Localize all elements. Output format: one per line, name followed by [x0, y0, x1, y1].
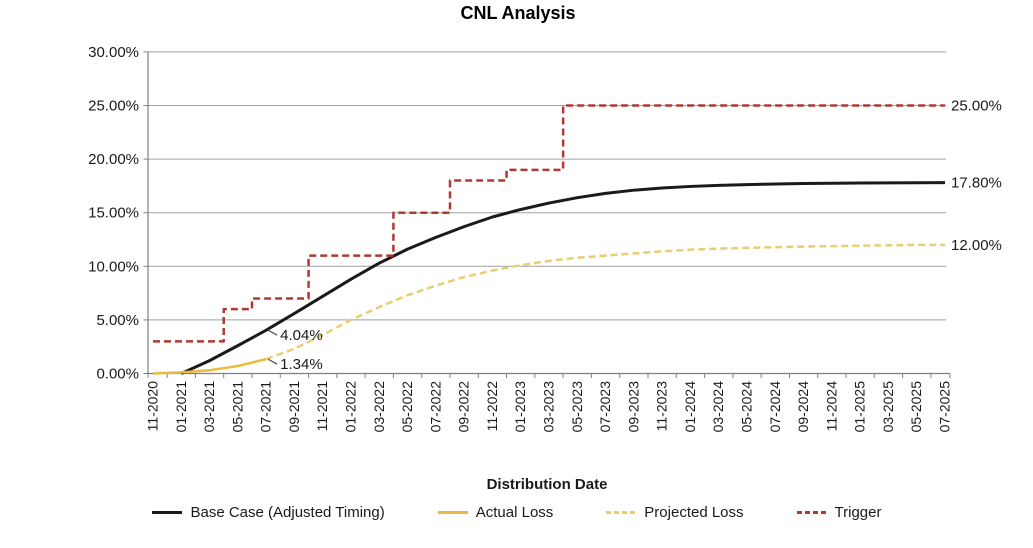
x-tick-label: 09-2023: [625, 381, 641, 433]
y-tick-label: 15.00%: [88, 205, 139, 222]
x-tick-label: 01-2022: [343, 381, 359, 433]
legend-swatch-projected-loss-line: [606, 511, 637, 514]
x-tick-label: 03-2025: [880, 381, 896, 433]
x-tick-label: 11-2024: [823, 381, 839, 432]
legend-swatch-trigger-line: [796, 511, 827, 514]
series-line-actual-loss: [152, 357, 267, 375]
value-label-trigger: 25.00%: [951, 98, 1002, 115]
chart-title: CNL Analysis: [460, 3, 576, 23]
legend-label-base-case: Base Case (Adjusted Timing): [190, 504, 385, 521]
x-tick-label: 11-2023: [654, 381, 670, 432]
x-axis-title: Distribution Date: [486, 476, 608, 493]
x-tick-label: 07-2021: [258, 381, 274, 433]
series-line-trigger: [153, 104, 945, 343]
x-tick-label: 05-2021: [229, 381, 245, 433]
x-tick-label: 09-2021: [286, 381, 302, 433]
x-tick-label: 01-2023: [512, 381, 528, 433]
y-tick-label: 25.00%: [88, 98, 139, 115]
y-tick-label: 10.00%: [88, 258, 139, 275]
x-tick-label: 11-2020: [145, 381, 161, 432]
x-tick-label: 07-2024: [767, 381, 783, 433]
y-tick-label: 5.00%: [96, 312, 139, 329]
x-tick-label: 07-2022: [427, 381, 443, 433]
x-tick-label: 05-2025: [908, 381, 924, 433]
legend-swatch-base-case-line: [152, 511, 183, 514]
x-tick-label: 03-2022: [371, 381, 387, 433]
x-tick-label: 11-2021: [314, 381, 330, 432]
series-line-projected-loss: [265, 243, 945, 361]
x-tick-label: 05-2023: [569, 381, 585, 433]
y-tick-label: 20.00%: [88, 151, 139, 168]
legend-item-actual-loss: Actual Loss: [437, 504, 554, 521]
callout-leader-base-case-adjusted-timing-: [267, 329, 278, 336]
legend-item-base-case: Base Case (Adjusted Timing): [151, 504, 385, 521]
x-tick-label: 05-2024: [739, 381, 755, 433]
x-tick-label: 05-2022: [399, 381, 415, 433]
legend-label-actual-loss: Actual Loss: [475, 504, 554, 521]
legend-label-trigger: Trigger: [834, 504, 882, 521]
legend-swatch-actual-loss-line: [437, 511, 468, 514]
x-tick-label: 03-2023: [541, 381, 557, 433]
legend-item-trigger: Trigger: [796, 504, 882, 521]
x-tick-label: 03-2024: [710, 381, 726, 433]
legend-item-projected-loss: Projected Loss: [605, 504, 744, 521]
value-label-projected-loss: 12.00%: [951, 237, 1002, 254]
x-tick-label: 01-2021: [173, 381, 189, 433]
callout-label-base-case-adjusted-timing-: 4.04%: [280, 327, 323, 344]
y-tick-label: 0.00%: [96, 366, 139, 383]
legend: Base Case (Adjusted Timing) Actual Loss …: [0, 504, 1033, 521]
x-tick-label: 09-2022: [456, 381, 472, 433]
y-tick-label: 30.00%: [88, 44, 139, 61]
series-line-base-case-adjusted-timing-: [180, 181, 946, 375]
x-tick-label: 07-2025: [937, 381, 953, 433]
x-tick-label: 11-2022: [484, 381, 500, 432]
x-tick-label: 09-2024: [795, 381, 811, 433]
x-tick-label: 01-2024: [682, 381, 698, 433]
callout-label-actual-loss: 1.34%: [280, 356, 323, 373]
x-tick-label: 03-2021: [201, 381, 217, 433]
x-tick-label: 07-2023: [597, 381, 613, 433]
x-tick-label: 01-2025: [852, 381, 868, 433]
value-label-base-case-adjusted-timing-: 17.80%: [951, 175, 1002, 192]
callout-leader-actual-loss: [267, 358, 278, 365]
legend-label-projected-loss: Projected Loss: [644, 504, 744, 521]
